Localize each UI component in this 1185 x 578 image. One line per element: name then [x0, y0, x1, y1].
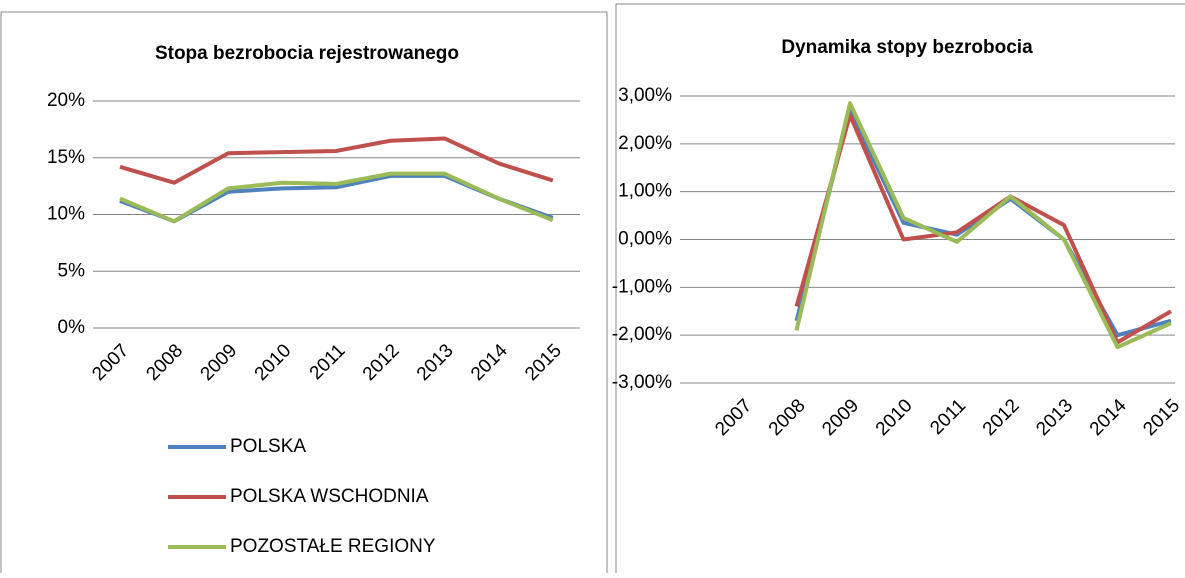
x-tick-label: 2008 — [142, 340, 187, 385]
y-tick-label: -3,00% — [612, 372, 672, 393]
panel-right — [615, 3, 1185, 578]
y-tick-label: -1,00% — [612, 276, 672, 297]
x-tick-label: 2007 — [711, 395, 756, 440]
x-tick-label: 2008 — [765, 395, 810, 440]
x-tick-label: 2015 — [1139, 395, 1184, 440]
x-tick-label: 2013 — [1032, 395, 1077, 440]
data-line — [119, 171, 554, 224]
y-tick-label: 10% — [47, 204, 85, 225]
x-tick-label: 2012 — [359, 340, 404, 385]
x-tick-label: 2007 — [88, 340, 133, 385]
data-line — [794, 113, 1173, 345]
y-tick-label: 20% — [47, 90, 85, 111]
y-tick-label: 2,00% — [618, 133, 672, 154]
x-tick-label: 2011 — [306, 340, 350, 384]
legend-label: POZOSTAŁE REGIONY — [230, 536, 436, 557]
x-tick-label: 2009 — [818, 395, 863, 440]
x-tick-label: 2009 — [197, 340, 242, 385]
chart-title: Stopa bezrobocia rejestrowanego — [155, 43, 459, 64]
legend-label: POLSKA WSCHODNIA — [230, 486, 429, 507]
data-line — [794, 101, 1172, 350]
x-tick-label: 2015 — [521, 340, 566, 385]
x-tick-label: 2014 — [1086, 395, 1131, 440]
panel-left — [0, 11, 608, 578]
chart-title: Dynamika stopy bezrobocia — [781, 37, 1033, 58]
y-tick-label: 3,00% — [618, 85, 672, 106]
data-line — [119, 136, 554, 185]
legend-label: POLSKA — [230, 436, 306, 457]
y-tick-label: 15% — [47, 147, 85, 168]
x-tick-label: 2012 — [979, 395, 1024, 440]
y-tick-label: 0% — [58, 317, 86, 338]
y-tick-label: 0,00% — [618, 229, 672, 250]
x-tick-label: 2013 — [413, 340, 458, 385]
y-tick-label: -2,00% — [612, 324, 672, 345]
x-tick-label: 2011 — [926, 395, 970, 439]
y-tick-label: 5% — [58, 260, 86, 281]
y-tick-label: 1,00% — [618, 181, 672, 202]
x-tick-label: 2014 — [467, 340, 512, 385]
x-tick-label: 2010 — [251, 340, 296, 385]
x-tick-label: 2010 — [872, 395, 917, 440]
